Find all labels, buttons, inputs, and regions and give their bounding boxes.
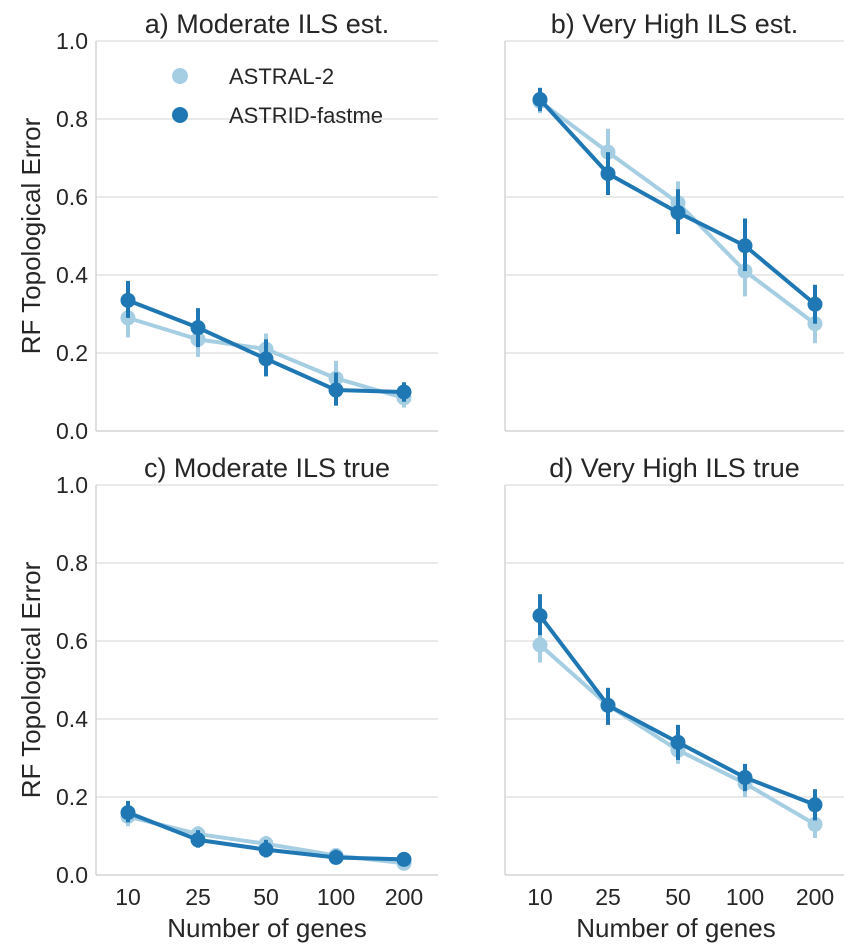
y-tick-label: 0.6 bbox=[56, 628, 88, 654]
x-tick-label: 200 bbox=[796, 884, 834, 910]
data-point bbox=[258, 351, 274, 367]
panel-b: b) Very High ILS est. bbox=[504, 9, 844, 432]
series-astral-2 bbox=[120, 806, 412, 871]
panel-title: b) Very High ILS est. bbox=[551, 9, 799, 39]
panel-a: 0.0 0.2 0.4 0.6 0.8 1.0 a) Moderate ILS est. AS… bbox=[56, 9, 438, 444]
panel-d: 10 25 50 100 200 d) Very High ILS true bbox=[504, 453, 844, 910]
series-line bbox=[538, 614, 816, 807]
y-tick-label: 0.4 bbox=[56, 706, 88, 732]
data-point bbox=[600, 166, 616, 182]
y-tick-label: 0.6 bbox=[56, 184, 88, 210]
y-tick-label: 0.2 bbox=[56, 340, 88, 366]
series-astrid-fastme bbox=[532, 87, 823, 324]
data-point bbox=[190, 320, 206, 336]
y-tick-label: 0.0 bbox=[56, 862, 88, 888]
data-point bbox=[600, 697, 616, 713]
legend-marker bbox=[172, 68, 188, 84]
y-tick-label: 0.2 bbox=[56, 784, 88, 810]
y-axis-label: RF Topological Error bbox=[16, 561, 46, 798]
y-axis-label: RF Topological Error bbox=[16, 117, 46, 354]
data-point bbox=[532, 92, 548, 107]
data-point bbox=[532, 608, 548, 624]
y-tick-label: 0.8 bbox=[56, 106, 88, 132]
y-tick-label: 1.0 bbox=[56, 28, 88, 54]
y-tick-label: 0.4 bbox=[56, 262, 88, 288]
x-tick-label: 200 bbox=[385, 884, 423, 910]
data-point bbox=[807, 296, 823, 312]
x-tick-label: 10 bbox=[115, 884, 141, 910]
y-tick-label: 0.0 bbox=[56, 418, 88, 444]
panel-title: d) Very High ILS true bbox=[549, 453, 800, 483]
data-point bbox=[258, 842, 274, 858]
data-point bbox=[670, 734, 686, 750]
data-point bbox=[670, 205, 686, 221]
legend: ASTRAL-2 ASTRID-fastme bbox=[172, 64, 383, 128]
series-astrid-fastme bbox=[120, 800, 412, 867]
panel-title: c) Moderate ILS true bbox=[144, 453, 390, 483]
panel-title: a) Moderate ILS est. bbox=[145, 9, 390, 39]
data-point bbox=[396, 851, 412, 867]
legend-label: ASTRAL-2 bbox=[229, 64, 334, 89]
x-tick-label: 25 bbox=[595, 884, 621, 910]
legend-marker bbox=[172, 107, 188, 123]
x-tick-label: 50 bbox=[253, 884, 279, 910]
x-tick-label: 25 bbox=[185, 884, 211, 910]
data-point bbox=[737, 770, 753, 785]
y-tick-label: 1.0 bbox=[56, 472, 88, 498]
data-point bbox=[737, 238, 753, 254]
x-tick-label: 100 bbox=[726, 884, 764, 910]
x-axis-label: Number of genes bbox=[167, 913, 366, 943]
series-astrid-fastme bbox=[532, 594, 823, 821]
data-point bbox=[120, 292, 136, 308]
data-point bbox=[807, 816, 823, 832]
series-astrid-fastme bbox=[120, 280, 412, 406]
legend-label: ASTRID-fastme bbox=[229, 103, 383, 128]
x-tick-label: 100 bbox=[317, 884, 355, 910]
data-point bbox=[328, 382, 344, 398]
x-tick-label: 10 bbox=[527, 884, 553, 910]
data-point bbox=[328, 849, 344, 865]
data-point bbox=[396, 384, 412, 400]
x-tick-label: 50 bbox=[665, 884, 691, 910]
y-tick-label: 0.8 bbox=[56, 550, 88, 576]
x-axis-label: Number of genes bbox=[576, 913, 775, 943]
panel-c: 0.0 0.2 0.4 0.6 0.8 1.0 10 25 50 100 200 c) Moderat… bbox=[56, 453, 438, 910]
data-point bbox=[807, 797, 823, 813]
data-point bbox=[120, 805, 136, 821]
data-point bbox=[532, 637, 548, 653]
data-point bbox=[190, 832, 206, 848]
